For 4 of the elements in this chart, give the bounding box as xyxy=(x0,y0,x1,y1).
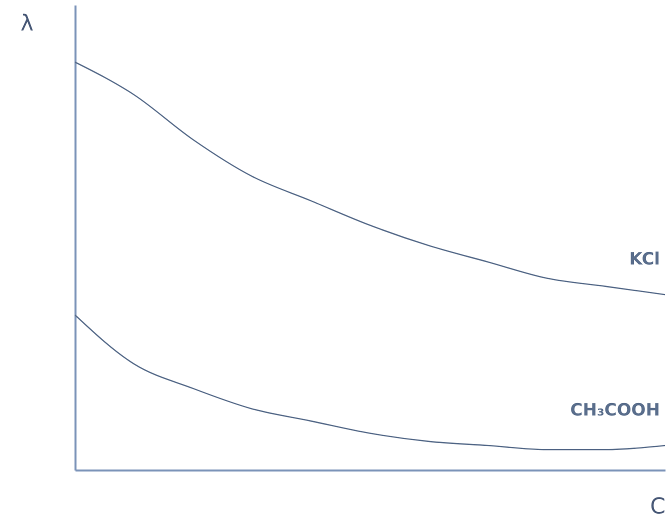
x-axis-title: C xyxy=(650,494,666,520)
series-label: CH₃COOH xyxy=(570,400,660,421)
series-label: KCl xyxy=(629,250,660,270)
y-axis-title: λ xyxy=(20,12,34,36)
